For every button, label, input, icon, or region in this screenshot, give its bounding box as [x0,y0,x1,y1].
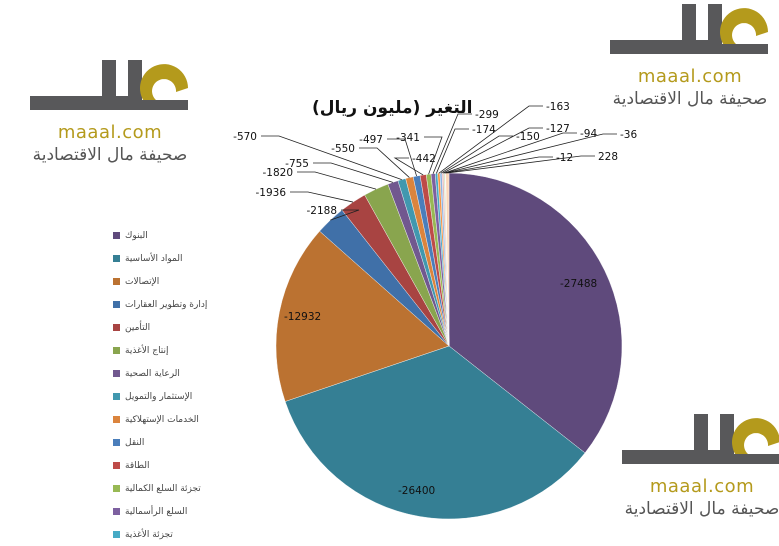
leader-line [261,135,402,180]
data-label: -341 [396,132,420,144]
leader-line [445,133,617,174]
maaal-logo-mark-icon [30,60,188,110]
logo-tagline: صحيفة مال الاقتصادية [32,145,188,165]
data-label: -27488 [560,278,597,290]
legend-item: تجزئة الأغذية [113,523,207,546]
legend-swatch-icon [113,462,120,469]
legend-label: المواد الأساسية [125,253,183,264]
leader-line [290,191,354,203]
data-label: -127 [546,123,570,135]
logo-url: maaal.com [637,66,743,87]
leader-line [387,138,417,177]
legend-swatch-icon [113,255,120,262]
legend-label: الإتصالات [125,276,160,287]
legend-swatch-icon [113,278,120,285]
data-label: -26400 [398,485,435,497]
leader-line [436,128,469,174]
data-label: -755 [285,158,309,170]
data-label: -2188 [306,205,337,217]
legend-label: تجزئة الأغذية [125,529,173,540]
pie-slice [448,172,623,454]
maaal-logo-mark-icon [610,4,768,54]
data-label: -1820 [262,167,293,179]
legend-item: الرعاية الصحية [113,362,207,385]
leader-line [445,156,553,174]
leader-line [432,113,472,174]
legend-item: إنتاج الأغذية [113,339,207,362]
leader-line [444,132,577,174]
data-label: -299 [475,109,499,121]
pie-slice [275,230,450,402]
legend-label: التأمين [125,322,151,333]
legend-swatch-icon [113,301,120,308]
legend-swatch-icon [113,508,120,515]
leader-line [438,105,543,174]
legend-item: البنوك [113,224,207,247]
leader-line [424,136,443,175]
data-label: -174 [472,124,496,136]
maaal-logo-left: maaal.com صحيفة مال الاقتصادية [20,58,200,165]
data-label: -550 [331,143,355,155]
data-label: -94 [580,128,597,140]
leader-line [313,162,393,183]
maaal-logo-bottom-right: maaal.com صحيفة مال الاقتصادية [612,412,779,519]
legend-label: الرعاية الصحية [125,368,180,379]
legend-label: تجزئة السلع الكمالية [125,483,201,494]
legend-label: السلع الرأسمالية [125,506,188,517]
logo-tagline: صحيفة مال الاقتصادية [612,89,768,109]
legend-item: التأمين [113,316,207,339]
legend-swatch-icon [113,370,120,377]
legend-label: البنوك [125,230,148,241]
chart-title: التغير (مليون ريال) [312,98,473,118]
pie-chart: -27488 -26400 -12932 -2188 -1936 -1820-755 -57… [233,101,637,520]
chart-legend: البنوك المواد الأساسية الإتصالات إدارة وتطو… [113,224,207,546]
legend-label: النقل [125,437,145,448]
legend-item: الخدمات الإستهلاكية [113,408,207,431]
data-label: -163 [546,101,570,113]
data-label: 228 [598,151,618,163]
data-label: -442 [412,153,436,165]
leader-line [440,135,513,174]
logo-tagline: صحيفة مال الاقتصادية [624,499,779,519]
legend-label: إدارة وتطوير العقارات [125,299,208,310]
data-label: -150 [516,131,540,143]
legend-label: الخدمات الإستهلاكية [125,414,199,425]
maaal-logo-top-right: maaal.com صحيفة مال الاقتصادية [600,2,779,109]
leader-line [442,127,543,174]
data-label: -497 [359,134,383,146]
legend-item: إدارة وتطوير العقارات [113,293,207,316]
legend-swatch-icon [113,439,120,446]
legend-label: الإستثمار والتمويل [125,391,193,402]
legend-item: تجزئة السلع الكمالية [113,477,207,500]
legend-swatch-icon [113,347,120,354]
data-label: -36 [620,129,637,141]
legend-item: الإستثمار والتمويل [113,385,207,408]
leader-line [330,209,360,221]
leader-line [393,157,424,176]
legend-item: الطاقة [113,454,207,477]
logo-url: maaal.com [649,476,755,497]
legend-swatch-icon [113,232,120,239]
legend-item: المواد الأساسية [113,247,207,270]
legend-label: إنتاج الأغذية [125,345,169,356]
legend-item: السلع الرأسمالية [113,500,207,523]
leader-line [359,147,410,178]
legend-swatch-icon [113,531,120,538]
logo-url: maaal.com [57,122,163,143]
data-label: -1936 [255,187,286,199]
leader-line [447,155,595,174]
legend-swatch-icon [113,393,120,400]
data-label: -570 [233,131,257,143]
maaal-logo-mark-icon [622,414,779,464]
data-label: -12932 [284,311,321,323]
legend-label: الطاقة [125,460,150,471]
legend-swatch-icon [113,416,120,423]
legend-swatch-icon [113,324,120,331]
legend-item: الإتصالات [113,270,207,293]
pie-slice [284,345,586,520]
legend-swatch-icon [113,485,120,492]
leader-line [297,171,377,190]
legend-item: النقل [113,431,207,454]
